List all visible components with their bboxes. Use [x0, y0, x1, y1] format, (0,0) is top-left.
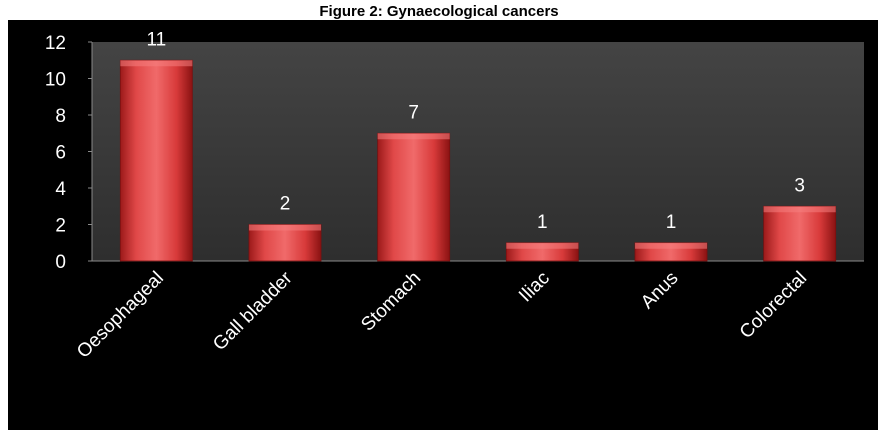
data-label: 7 — [408, 102, 419, 123]
y-tick-label: 6 — [55, 143, 66, 164]
bar-top-highlight — [506, 242, 579, 249]
y-tick-label: 12 — [45, 33, 66, 54]
bar — [763, 205, 837, 262]
data-label: 2 — [280, 194, 291, 215]
data-label: 1 — [537, 212, 548, 233]
bar-top-highlight — [763, 206, 836, 213]
data-label: 1 — [666, 212, 677, 233]
y-tick-label: 2 — [55, 216, 66, 237]
chart-title: Figure 2: Gynaecological cancers — [319, 3, 558, 20]
bar-iliac — [505, 242, 579, 262]
y-tick-label: 4 — [55, 179, 66, 200]
bar-colorectal — [763, 205, 837, 262]
plot-area — [92, 42, 864, 261]
bar-top-highlight — [634, 242, 708, 249]
bar-anus — [634, 242, 708, 262]
y-axis-ticks: 0 2 4 6 8 10 12 — [45, 33, 92, 273]
y-tick-label: 8 — [55, 106, 66, 127]
bar-gall-bladder — [248, 224, 322, 262]
bar-top-highlight — [248, 224, 322, 231]
bar — [119, 59, 193, 262]
bar — [248, 224, 322, 262]
data-label: 11 — [146, 29, 166, 50]
bar-top-highlight — [377, 133, 450, 140]
data-label: 3 — [794, 175, 805, 196]
bars-group — [119, 59, 837, 262]
bar-oesophageal — [119, 59, 193, 262]
bar-stomach — [377, 132, 451, 262]
y-tick-label: 0 — [55, 252, 66, 273]
bar-top-highlight — [120, 60, 193, 67]
y-tick-label: 10 — [45, 70, 66, 91]
bar — [377, 132, 451, 262]
